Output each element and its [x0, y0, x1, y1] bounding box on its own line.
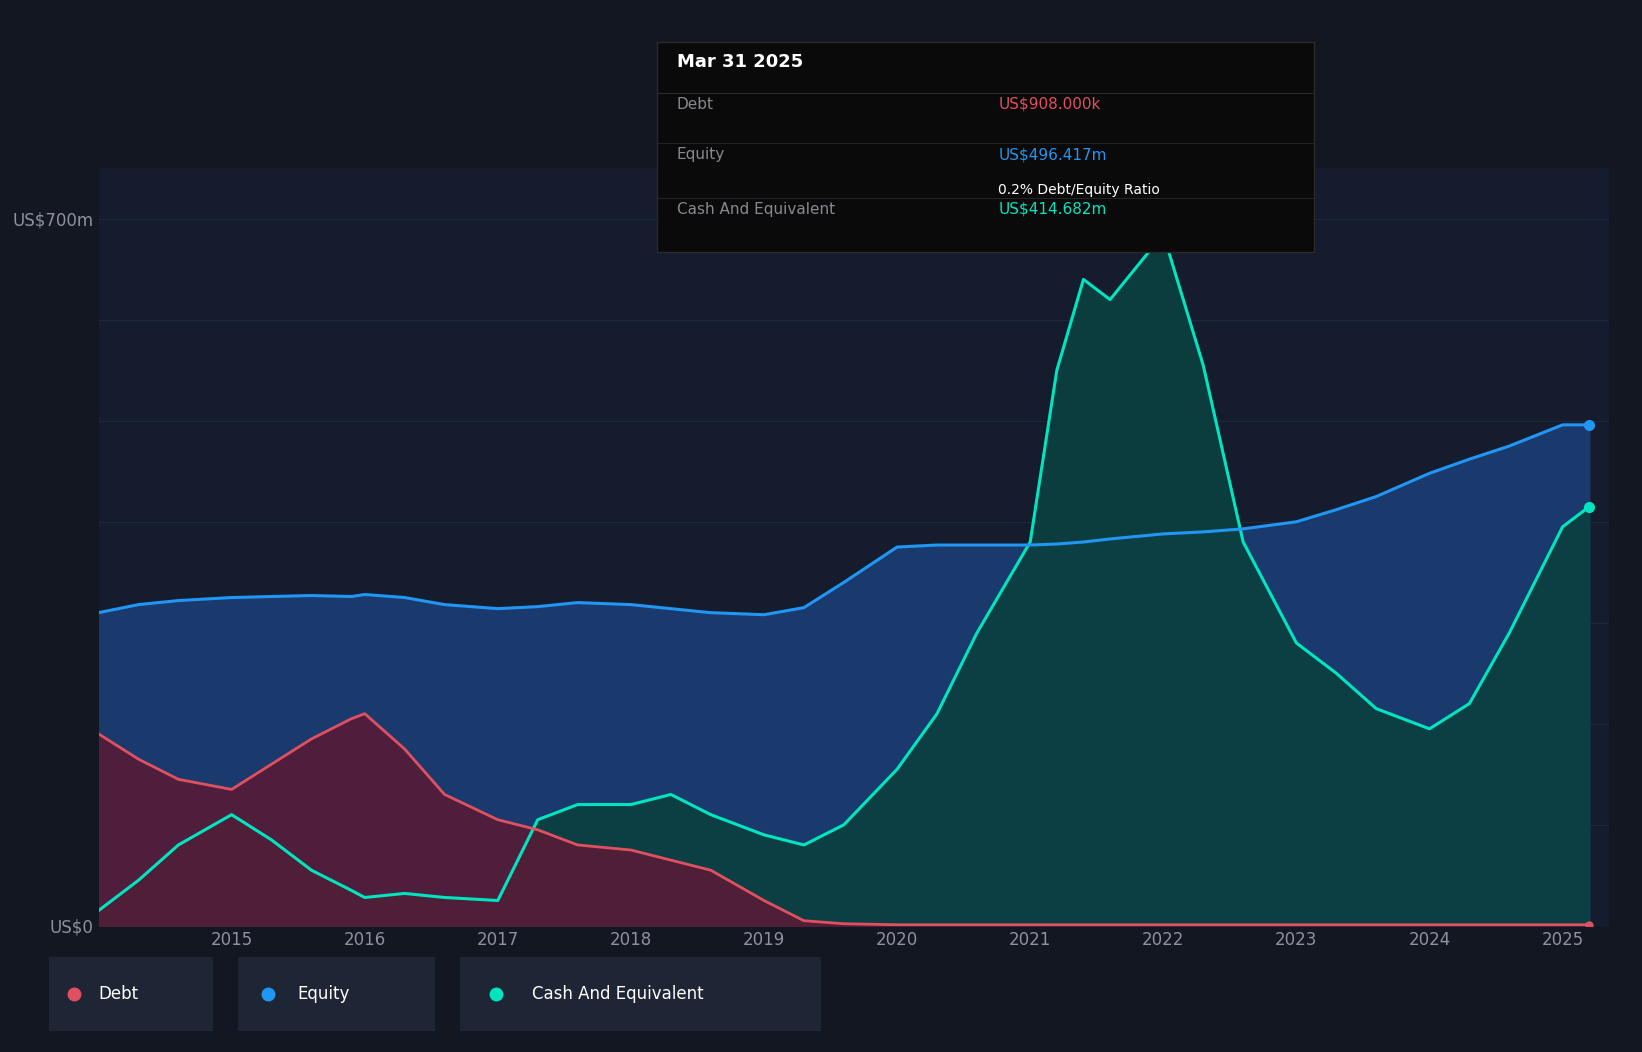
Text: Equity: Equity [297, 985, 350, 1004]
Text: 0.2% Debt/Equity Ratio: 0.2% Debt/Equity Ratio [998, 183, 1161, 197]
Text: Debt: Debt [677, 97, 714, 112]
Text: Cash And Equivalent: Cash And Equivalent [677, 202, 834, 217]
Text: US$496.417m: US$496.417m [998, 147, 1107, 162]
Text: Cash And Equivalent: Cash And Equivalent [532, 985, 704, 1004]
Text: Equity: Equity [677, 147, 724, 162]
Text: Debt: Debt [99, 985, 138, 1004]
Text: Mar 31 2025: Mar 31 2025 [677, 53, 803, 70]
Text: US$414.682m: US$414.682m [998, 202, 1107, 217]
Text: US$908.000k: US$908.000k [998, 97, 1100, 112]
